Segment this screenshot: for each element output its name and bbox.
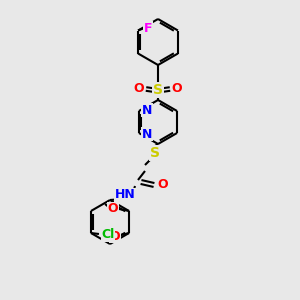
Text: F: F [144, 22, 152, 35]
Text: O: O [172, 82, 182, 95]
Text: O: O [108, 202, 118, 215]
Text: O: O [110, 230, 120, 242]
Text: O: O [134, 82, 144, 95]
Text: O: O [158, 178, 168, 191]
Text: N: N [142, 103, 152, 116]
Text: Cl: Cl [101, 229, 115, 242]
Text: S: S [153, 83, 163, 97]
Text: S: S [150, 146, 160, 160]
Text: N: N [142, 128, 152, 140]
Text: HN: HN [115, 188, 135, 202]
